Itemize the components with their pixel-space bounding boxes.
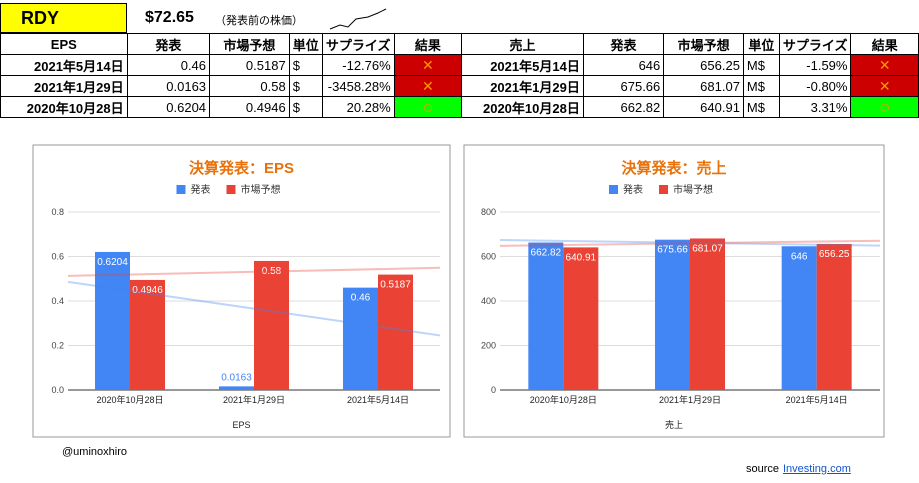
cell: ☺ — [850, 96, 919, 118]
header-cell: 発表 — [582, 33, 665, 55]
bar — [254, 260, 289, 390]
price: $72.65 — [145, 9, 194, 26]
y-tick-label: 600 — [481, 252, 496, 262]
bar — [219, 386, 254, 390]
data-label: 0.5187 — [380, 280, 411, 291]
header-cell: 結果 — [850, 33, 919, 55]
x-tick-label: 2020年10月28日 — [96, 394, 163, 405]
sparkline — [329, 8, 387, 30]
data-label: 640.91 — [566, 252, 597, 263]
data-label: 675.66 — [657, 245, 688, 256]
legend-label: 発表 — [191, 183, 211, 196]
bar — [130, 279, 165, 390]
header-cell: 単位 — [742, 33, 780, 55]
bar — [690, 238, 725, 390]
legend-swatch — [659, 185, 668, 194]
y-tick-label: 800 — [481, 207, 496, 217]
bar — [563, 247, 599, 390]
x-tick-label: 2021年1月29日 — [223, 394, 285, 405]
bar — [378, 274, 413, 390]
x-tick-label: 2020年10月28日 — [530, 394, 597, 405]
cell: 0.6204 — [126, 96, 211, 118]
table-row: 2021年1月29日 0.0163 0.58 $ -3458.28% ✕ 2021年1月29… — [0, 75, 919, 97]
x-axis-label: 売上 — [665, 419, 683, 430]
trendline — [499, 239, 881, 247]
table: EPS 発表 市場予想 単位 サプライズ 結果 売上 発表 市場予想 単位 サプライズ 結果 2021年… — [0, 33, 919, 118]
bar — [816, 243, 852, 390]
data-label: 0.4946 — [132, 285, 163, 296]
data-label: 0.58 — [262, 266, 282, 277]
cell: 2020年10月28日 — [461, 96, 584, 118]
trendline — [67, 266, 441, 277]
data-label: 656.25 — [819, 249, 850, 260]
x-axis-label: EPS — [232, 420, 250, 430]
cell: 2021年5月14日 — [0, 54, 128, 76]
legend-swatch — [226, 185, 236, 194]
cell: ☺ — [393, 96, 463, 118]
y-tick-label: 0.8 — [51, 207, 64, 217]
cell: 640.91 — [663, 96, 744, 118]
cell: 0.5187 — [209, 54, 290, 76]
y-tick-label: 0.2 — [51, 341, 64, 351]
legend-swatch — [609, 185, 618, 194]
author: @uminoxhiro — [62, 446, 127, 458]
header-cell: 市場予想 — [209, 33, 290, 55]
y-tick-label: 0.0 — [51, 385, 64, 395]
cell: 0.0163 — [126, 75, 211, 97]
chart-title: 決算発表：EPS — [189, 159, 294, 177]
bar — [528, 242, 564, 390]
y-tick-label: 0 — [491, 385, 496, 395]
y-tick-label: 0.4 — [51, 296, 64, 306]
trendline — [499, 239, 881, 247]
cell: 681.07 — [663, 75, 744, 97]
data-label: 646 — [791, 251, 808, 262]
header-cell: サプライズ — [778, 33, 852, 55]
legend-label: 発表 — [623, 183, 643, 196]
data-label: 0.0163 — [221, 372, 252, 383]
cell: -1.59% — [778, 54, 852, 76]
cell: ✕ — [850, 75, 919, 97]
cell: 3.31% — [778, 96, 852, 118]
cell: M$ — [742, 96, 780, 118]
cell: M$ — [742, 75, 780, 97]
trendline — [67, 280, 441, 337]
cell: 0.4946 — [209, 96, 290, 118]
cell: 2021年5月14日 — [461, 54, 584, 76]
data-label: 0.46 — [351, 293, 371, 304]
bar — [781, 246, 817, 390]
x-tick-label: 2021年1月29日 — [659, 394, 721, 405]
ticker: RDY — [0, 3, 127, 33]
header-cell: 結果 — [393, 33, 463, 55]
legend-swatch — [176, 185, 186, 194]
bar — [343, 287, 378, 390]
source-label: source — [746, 463, 780, 475]
legend-label: 市場予想 — [241, 183, 281, 196]
legend-label: 市場予想 — [673, 183, 713, 196]
y-tick-label: 200 — [481, 341, 496, 351]
data-label: 662.82 — [531, 248, 562, 259]
bar — [655, 239, 690, 390]
cell: $ — [288, 96, 323, 118]
data-label: 0.6204 — [97, 257, 128, 268]
cell: 662.82 — [582, 96, 665, 118]
cell: 20.28% — [321, 96, 395, 118]
chart-title: 決算発表：売上 — [621, 159, 726, 177]
cell: -3458.28% — [321, 75, 395, 97]
y-tick-label: 400 — [481, 296, 496, 306]
x-tick-label: 2021年5月14日 — [347, 394, 409, 405]
y-tick-label: 0.6 — [51, 252, 64, 262]
header-cell: 単位 — [288, 33, 323, 55]
source-link[interactable]: Investing.com — [783, 463, 851, 475]
data-label: 681.07 — [692, 243, 723, 254]
price-note: （発表前の株価） — [215, 15, 303, 27]
bar — [95, 251, 130, 390]
x-tick-label: 2021年5月14日 — [786, 394, 848, 405]
header-cell: サプライズ — [321, 33, 395, 55]
table-row: 2020年10月28日 0.6204 0.4946 $20.28% ☺ 2020年10月2… — [0, 96, 919, 118]
header-cell: 市場予想 — [663, 33, 744, 55]
